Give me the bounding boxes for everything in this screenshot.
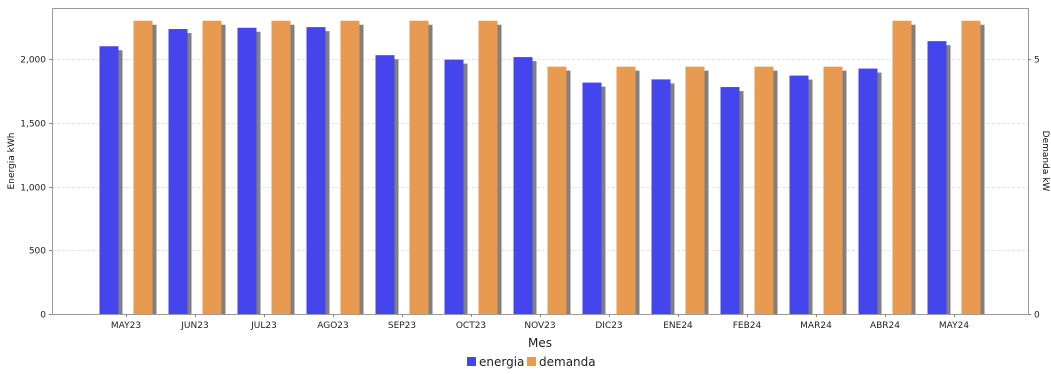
bar-demanda-sep23 [409, 20, 429, 314]
x-tick-label: DIC23 [595, 321, 622, 331]
bar-demanda-abr24 [892, 20, 912, 314]
y-left-tick-label: 1,500 [20, 120, 46, 130]
bar-energia-jul23 [237, 27, 257, 314]
y-right-tick-label: 0 [1034, 311, 1040, 321]
x-axis: MAY23 JUN23 JUL23 AGO23 SEP23 OCT23 NOV23 DIC23… [111, 314, 969, 331]
bar-demanda-ene24 [685, 66, 705, 315]
bar-energia-ene24 [651, 79, 671, 315]
legend-swatch-energia [467, 357, 476, 366]
gridlines [52, 59, 1028, 251]
bar-demanda-mar24 [823, 66, 843, 315]
y-left-tick-label: 1,000 [20, 184, 46, 194]
y-axis-right-label: Demanda kW [1040, 131, 1050, 192]
bar-demanda-oct23 [478, 20, 498, 314]
x-tick-label: ABR24 [870, 321, 900, 331]
bar-demanda-jul23 [271, 20, 291, 314]
bar-energia-dic23 [582, 82, 602, 315]
plot-area-frame [52, 8, 1029, 315]
x-tick-label: NOV23 [524, 321, 555, 331]
legend: energia demanda [467, 355, 596, 369]
legend-label-demanda: demanda [539, 355, 596, 369]
x-tick-label: MAY24 [939, 321, 969, 331]
bar-energia-abr24 [858, 68, 878, 314]
x-tick-label: ENE24 [663, 321, 693, 331]
bar-energia-sep23 [375, 55, 395, 315]
bar-demanda-dic23 [616, 66, 636, 315]
y-left-tick-label: 0 [40, 311, 46, 321]
legend-label-energia: energia [479, 355, 524, 369]
bar-energia-ago23 [306, 27, 326, 314]
bar-demanda-may24 [961, 20, 981, 314]
y-left-tick-label: 500 [29, 247, 46, 257]
x-tick-label: AGO23 [317, 321, 349, 331]
y-axis-left-label: Energia kWh [7, 133, 17, 190]
bar-demanda-jun23 [202, 20, 222, 314]
x-tick-label: JUN23 [180, 321, 208, 331]
bars [99, 20, 985, 315]
bar-demanda-ago23 [340, 20, 360, 314]
legend-swatch-demanda [527, 357, 536, 366]
y-axis-right: 05 [1028, 56, 1040, 321]
bar-energia-feb24 [720, 87, 740, 314]
y-left-tick-label: 2,000 [20, 56, 46, 66]
x-tick-label: MAY23 [111, 321, 141, 331]
bar-energia-may24 [927, 41, 947, 315]
bar-energia-mar24 [789, 75, 809, 314]
y-axis-left: 0 500 1,000 1,500 2,000 [20, 56, 52, 321]
x-tick-label: FEB24 [733, 321, 762, 331]
x-tick-label: MAR24 [800, 321, 832, 331]
x-tick-label: SEP23 [388, 321, 416, 331]
x-axis-label: Mes [528, 336, 552, 350]
bar-energia-oct23 [444, 59, 464, 315]
y-right-tick-label: 5 [1034, 56, 1040, 66]
bar-demanda-nov23 [547, 66, 567, 315]
bar-energia-may23 [99, 46, 119, 314]
bar-demanda-feb24 [754, 66, 774, 315]
x-tick-label: OCT23 [456, 321, 486, 331]
x-tick-label: JUL23 [250, 321, 277, 331]
bar-energia-nov23 [513, 57, 533, 315]
bar-demanda-may23 [133, 20, 153, 314]
bar-energia-jun23 [168, 29, 188, 314]
